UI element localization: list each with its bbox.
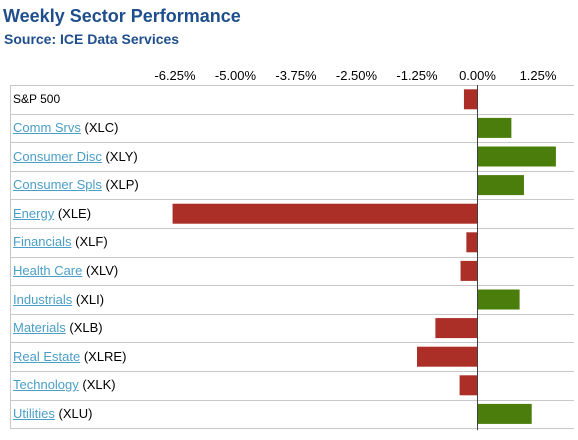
ticker-label: (XLV) [82,262,119,278]
sector-link[interactable]: Materials [13,320,66,336]
bar [477,403,532,424]
bar [477,117,512,138]
bar [417,346,478,367]
row-label: Consumer Spls (XLP) [13,177,139,193]
sector-link[interactable]: Utilities [13,405,55,421]
sector-link[interactable]: Consumer Disc [13,148,102,164]
ticker-label: (XLC) [80,119,119,135]
ticker-label: (XLK) [78,377,116,393]
ticker-label: (XLI) [72,291,105,307]
row-label: Comm Srvs (XLC) [13,120,118,136]
ticker-label: (XLP) [101,177,139,193]
row-label: Technology (XLK) [13,377,116,393]
bar [172,203,478,224]
bar [477,289,520,310]
sector-link[interactable]: Real Estate [13,348,81,364]
x-tick-label: -6.25% [154,68,196,83]
bar [435,318,478,339]
sector-link[interactable]: Financials [13,234,72,250]
ticker-label: (XLF) [71,234,108,250]
x-tick-label: 0.00% [459,68,496,83]
bar [463,89,478,110]
ticker-label: (XLRE) [80,348,127,364]
row-label: Health Care (XLV) [13,263,118,279]
row-label: Financials (XLF) [13,234,108,250]
x-tick-label: -5.00% [215,68,257,83]
sector-link[interactable]: Technology [13,377,79,393]
benchmark-label: S&P 500 [13,92,61,107]
chart-title: Weekly Sector Performance [3,6,241,26]
bar [477,175,524,196]
bar [477,146,556,167]
ticker-label: (XLU) [54,405,93,421]
sector-link[interactable]: Industrials [13,291,73,307]
row-label: Materials (XLB) [13,320,103,336]
x-tick-label: -3.75% [275,68,317,83]
x-tick-label: -2.50% [336,68,378,83]
bar [460,260,478,281]
row-label: Industrials (XLI) [13,292,104,308]
ticker-label: (XLY) [101,148,138,164]
sector-link[interactable]: Consumer Spls [13,177,102,193]
row-label: Energy (XLE) [13,206,91,222]
x-tick-label: -1.25% [396,68,438,83]
ticker-label: (XLE) [54,205,92,221]
chart-subtitle: Source: ICE Data Services [4,31,180,47]
bar [459,375,478,396]
ticker-label: (XLB) [65,320,103,336]
sector-link[interactable]: Health Care [13,262,83,278]
x-tick-label: 1.25% [520,68,557,83]
row-label: S&P 500 [13,91,60,107]
bar [466,232,478,253]
row-label: Real Estate (XLRE) [13,349,126,365]
row-label: Consumer Disc (XLY) [13,149,138,165]
sector-link[interactable]: Comm Srvs [13,119,81,135]
row-label: Utilities (XLU) [13,406,92,422]
sector-link[interactable]: Energy [13,205,55,221]
